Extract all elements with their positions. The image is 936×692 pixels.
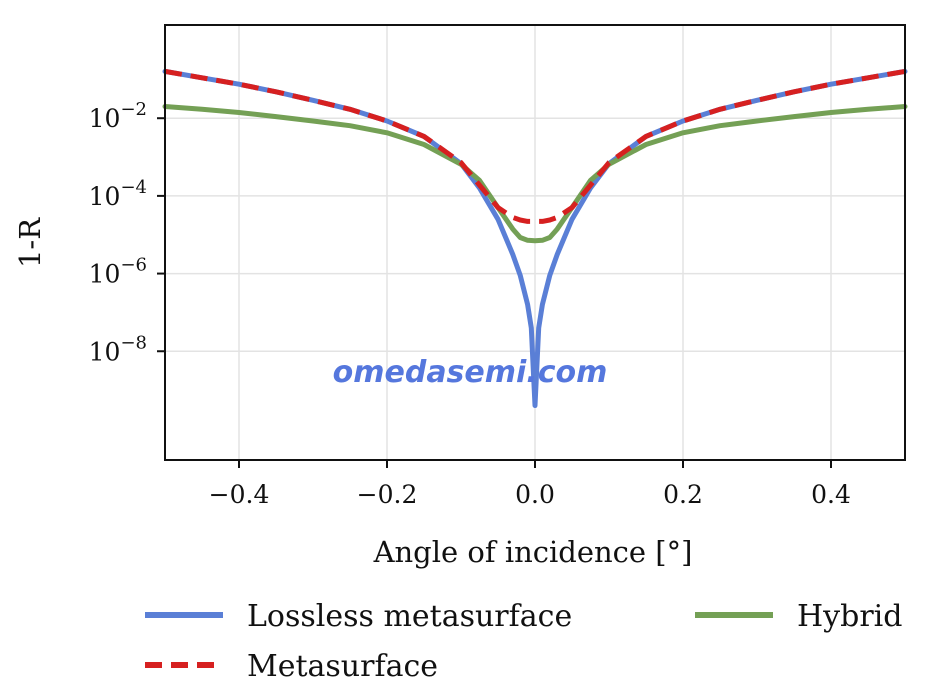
x-tick-label: 0.4 [811, 480, 851, 509]
legend-label: Hybrid [797, 599, 902, 634]
x-tick-labels: −0.4 −0.2 0.0 0.2 0.4 [209, 480, 851, 509]
y-axis-label: 1-R [13, 217, 47, 268]
y-tick-label: 10−2 [89, 99, 147, 133]
x-tick-label: −0.4 [209, 480, 270, 509]
y-tick-label: 10−8 [89, 332, 147, 366]
watermark-text: omedasemi.com [333, 355, 608, 390]
y-tick-label: 10−4 [89, 177, 147, 211]
x-tick-label: 0.2 [663, 480, 703, 509]
legend: Lossless metasurface Hybrid Metasurface [145, 599, 902, 684]
x-tick-label: 0.0 [515, 480, 555, 509]
legend-label: Metasurface [247, 649, 438, 684]
x-axis-label: Angle of incidence [°] [373, 535, 693, 569]
y-tick-labels: 10−2 10−4 10−6 10−8 [89, 99, 147, 366]
tick-marks [157, 117, 832, 468]
series-line-hybrid [162, 104, 908, 244]
legend-label: Lossless metasurface [247, 599, 572, 634]
y-tick-label: 10−6 [89, 255, 147, 289]
x-tick-label: −0.2 [357, 480, 418, 509]
series-lines [162, 68, 908, 408]
